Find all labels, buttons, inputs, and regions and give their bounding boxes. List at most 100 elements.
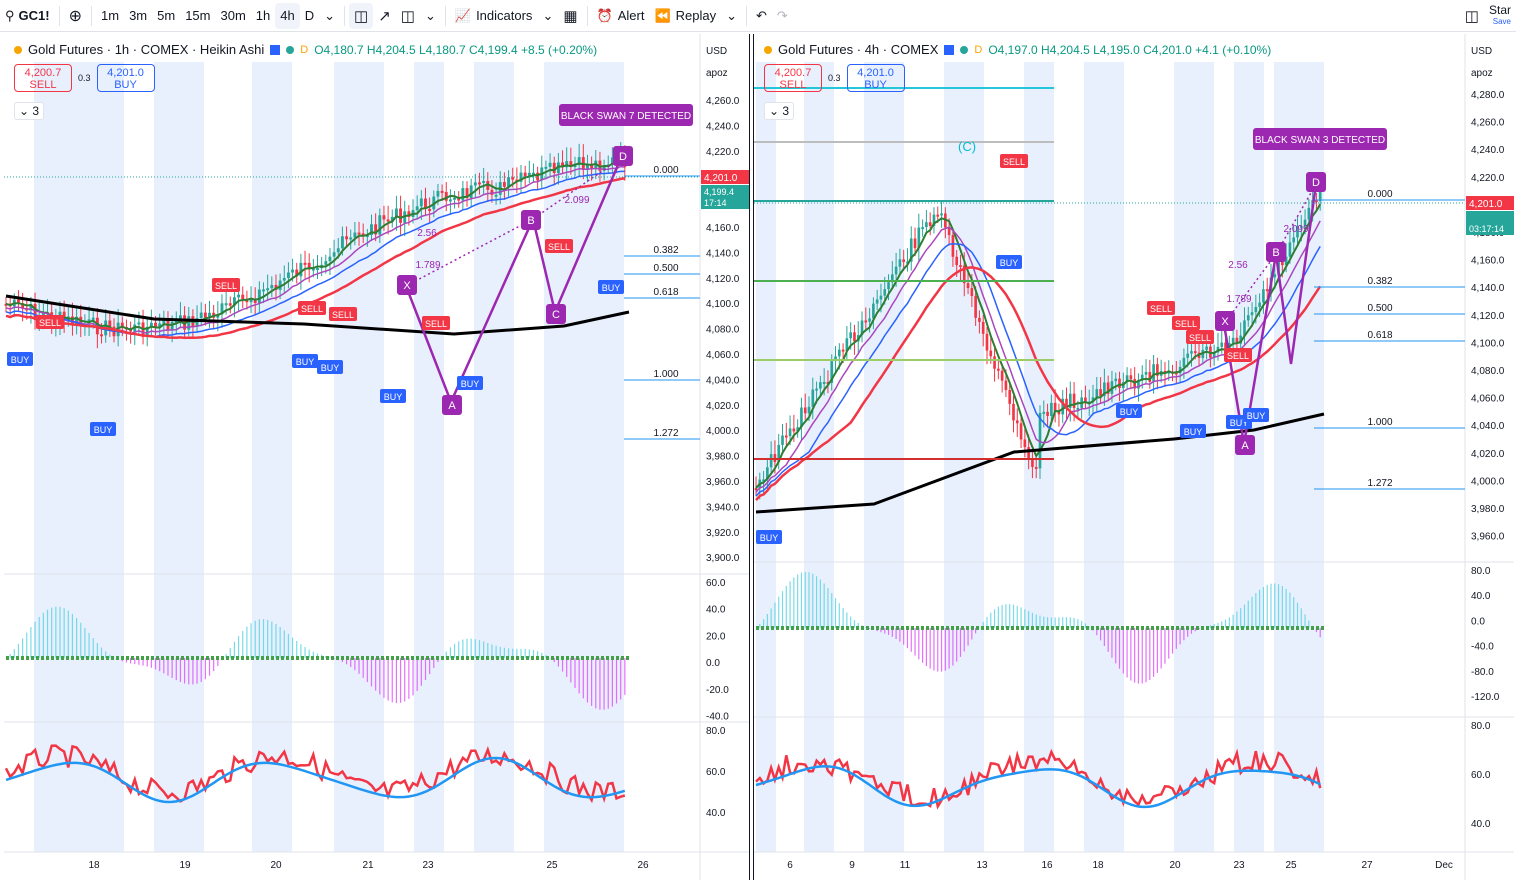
- candle-body: [1091, 397, 1095, 402]
- candle-body: [162, 319, 166, 324]
- candle-body: [282, 278, 286, 281]
- candle-body: [573, 165, 577, 168]
- interval-d[interactable]: D: [304, 8, 315, 23]
- candle-body: [1068, 393, 1072, 408]
- interval-1h[interactable]: 1h: [255, 8, 271, 23]
- top-toolbar: ⚲ GC1! ⊕ 1m 3m 5m 15m 30m 1h 4h D ⌄ ◫ ↗ …: [0, 0, 1516, 32]
- candle-body: [1303, 219, 1307, 226]
- session-shade: [1174, 62, 1214, 852]
- candle-body: [336, 248, 340, 253]
- symbol-search[interactable]: ⚲ GC1!: [5, 7, 50, 24]
- fib-level-label: 1.000: [653, 369, 678, 380]
- candle-body: [1125, 375, 1129, 383]
- candle-body: [178, 315, 182, 322]
- oscillator-tick-label: -40.0: [1471, 642, 1494, 653]
- sell-button[interactable]: 4,200.7 SELL: [14, 64, 72, 92]
- candle-body: [845, 338, 849, 352]
- candle-body: [154, 322, 157, 328]
- buy-button[interactable]: 4,201.0 BUY: [96, 64, 155, 92]
- candle-body: [1099, 389, 1102, 397]
- undo-button[interactable]: ↶: [751, 0, 772, 32]
- chart-type-candles-button[interactable]: ◫: [349, 2, 374, 29]
- candle-body: [788, 428, 792, 437]
- interval-5m[interactable]: 5m: [157, 8, 176, 23]
- chart-type-dropdown[interactable]: ⌄: [420, 0, 441, 32]
- chevron-down-icon: ⌄: [726, 7, 738, 23]
- candle-body: [428, 208, 432, 211]
- flag-icon[interactable]: [270, 44, 281, 55]
- candle-body: [841, 349, 845, 352]
- chart-title: Gold Futures · 4h · COMEX: [778, 42, 939, 57]
- interval-1m[interactable]: 1m: [101, 8, 120, 23]
- candle-body: [1307, 207, 1311, 220]
- buy-signal-marker: [90, 422, 116, 436]
- buy-signal-marker: [1116, 404, 1142, 418]
- candle-body: [1076, 407, 1080, 410]
- redo-button[interactable]: ↷: [772, 0, 793, 32]
- last-price-label: 4,201.0: [1469, 199, 1503, 210]
- indicator-collapse-button[interactable]: ⌄ 3: [764, 102, 795, 120]
- interval-30m[interactable]: 30m: [220, 8, 246, 23]
- alert-button[interactable]: ⏰ Alert: [596, 7, 645, 24]
- sell-signal-label: SELL: [39, 318, 61, 328]
- candle-body: [457, 197, 461, 201]
- candle-body: [981, 321, 985, 334]
- time-tick-label: 19: [179, 860, 191, 871]
- sell-signal-marker: [1147, 301, 1175, 315]
- candle-body: [490, 189, 494, 195]
- ohlc-values: O4,180.7 H4,204.5 L4,180.7 C4,199.4 +8.5…: [314, 42, 598, 57]
- chevron-down-icon: ⌄: [769, 104, 783, 118]
- candle-body: [860, 320, 864, 336]
- chart-canvas-right[interactable]: USDapoz4,280.04,260.04,240.04,220.04,180…: [754, 34, 1514, 880]
- interval-dropdown[interactable]: ⌄: [319, 0, 340, 32]
- save-button[interactable]: Star Save: [1488, 2, 1511, 26]
- interval-15m[interactable]: 15m: [185, 8, 211, 23]
- chart-type-bars-button[interactable]: ◫: [396, 0, 420, 32]
- currency-label: USD: [706, 46, 727, 57]
- chart-panel-right[interactable]: USDapoz4,280.04,260.04,240.04,220.04,180…: [753, 34, 1514, 880]
- scale-mode-label: apoz: [1471, 68, 1493, 79]
- pattern-ratio-label: 2.56: [417, 228, 437, 239]
- sell-signal-label: SELL: [1175, 319, 1197, 329]
- compare-button[interactable]: ⊕: [64, 0, 87, 32]
- oscillator-tick-label: 0.0: [706, 658, 720, 669]
- fullscreen-button[interactable]: ◫: [1460, 0, 1484, 32]
- interval-4h[interactable]: 4h: [275, 2, 300, 29]
- chart-type-line-button[interactable]: ↗: [373, 0, 396, 32]
- rsi-tick-label: 80.0: [706, 726, 726, 737]
- candle-body: [307, 262, 311, 270]
- candle-body: [1042, 411, 1046, 414]
- flag-icon[interactable]: [944, 44, 955, 55]
- candle-body: [1019, 423, 1023, 440]
- candle-body: [997, 368, 1000, 371]
- indicator-collapse-button[interactable]: ⌄ 3: [14, 102, 45, 120]
- chart-panel-left[interactable]: USDapoz4,260.04,240.04,220.04,180.04,160…: [4, 34, 750, 880]
- candle-body: [811, 389, 815, 407]
- session-shade: [34, 62, 124, 852]
- countdown-tag: [1466, 211, 1514, 235]
- candle-body: [1103, 382, 1106, 397]
- replay-dropdown[interactable]: ⌄: [721, 0, 742, 32]
- candle-body: [894, 266, 898, 275]
- buy-signal-label: BUY: [1230, 418, 1249, 428]
- indicators-button[interactable]: 📈 Indicators: [454, 7, 533, 24]
- pattern-point-marker: [1215, 311, 1235, 331]
- candle-body: [21, 303, 25, 309]
- sell-button[interactable]: 4,200.7 SELL: [764, 64, 822, 92]
- price-tick-label: 4,120.0: [1471, 311, 1505, 322]
- buy-button[interactable]: 4,201.0 BUY: [846, 64, 905, 92]
- interval-3m[interactable]: 3m: [129, 8, 148, 23]
- replay-button[interactable]: ⏪ Replay: [654, 7, 717, 24]
- last-price-tag: [701, 170, 749, 184]
- chart-canvas-left[interactable]: USDapoz4,260.04,240.04,220.04,180.04,160…: [4, 34, 750, 880]
- candle-body: [1004, 380, 1008, 391]
- plus-circle-icon: ⊕: [68, 7, 82, 25]
- candle-body: [17, 299, 20, 304]
- candle-body: [1190, 351, 1193, 354]
- layout-button[interactable]: ▦: [558, 0, 582, 32]
- indicators-dropdown[interactable]: ⌄: [537, 0, 558, 32]
- candle-body: [1243, 320, 1246, 336]
- candle-body: [1129, 375, 1133, 380]
- candle-body: [494, 194, 498, 197]
- candle-body: [1262, 289, 1265, 303]
